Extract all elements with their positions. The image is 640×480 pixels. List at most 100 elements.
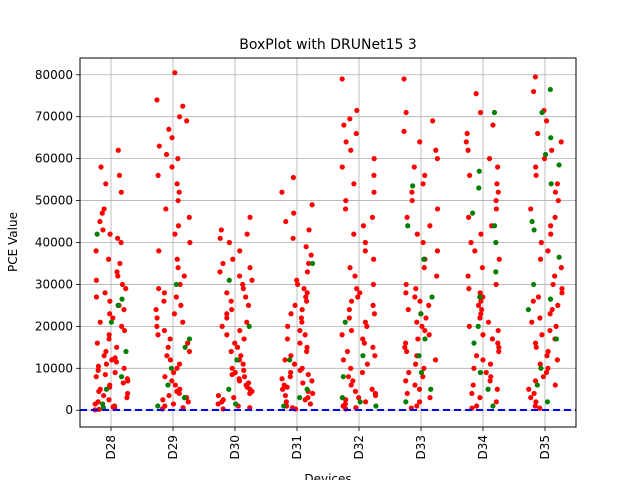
data-point: [162, 374, 168, 380]
data-point: [348, 365, 354, 371]
data-point: [285, 323, 291, 329]
data-point: [107, 311, 113, 317]
data-point: [305, 371, 311, 378]
data-point: [229, 365, 235, 371]
data-point: [555, 302, 561, 308]
data-point: [464, 130, 470, 137]
data-point: [412, 294, 418, 300]
data-point: [479, 306, 485, 313]
data-point: [539, 332, 545, 338]
data-point: [352, 388, 359, 394]
data-point: [303, 244, 309, 250]
data-point: [175, 265, 181, 271]
data-point: [115, 147, 121, 153]
data-point: [351, 231, 357, 237]
data-point: [434, 248, 441, 254]
data-point: [404, 390, 410, 397]
data-point: [246, 323, 252, 329]
data-point: [477, 369, 483, 376]
data-point: [233, 401, 239, 407]
data-point: [93, 277, 99, 283]
data-point: [470, 382, 476, 388]
data-point: [550, 281, 556, 288]
data-point: [427, 223, 433, 229]
data-point: [359, 369, 366, 376]
data-point: [165, 344, 171, 350]
data-point: [491, 223, 498, 229]
data-point: [218, 227, 224, 233]
data-point: [362, 239, 368, 246]
data-point: [475, 323, 481, 329]
data-point: [98, 164, 104, 170]
data-point: [241, 367, 247, 373]
data-point: [287, 374, 293, 380]
data-point: [552, 214, 558, 220]
data-point: [97, 218, 103, 225]
data-point: [473, 353, 480, 359]
data-point: [476, 185, 482, 191]
data-point: [403, 378, 409, 384]
data-point: [99, 210, 105, 216]
data-point: [121, 306, 127, 313]
data-point: [478, 231, 484, 237]
data-point: [106, 332, 112, 338]
data-point: [405, 306, 411, 313]
data-point: [308, 252, 314, 258]
data-point: [304, 344, 310, 350]
data-point: [552, 189, 559, 195]
data-point: [486, 156, 493, 162]
data-point: [426, 302, 432, 308]
data-point: [554, 181, 561, 187]
data-point: [101, 353, 107, 359]
data-point: [472, 248, 478, 254]
data-point: [119, 281, 126, 288]
data-point: [170, 401, 177, 407]
data-point: [109, 357, 115, 363]
data-point: [535, 130, 541, 137]
data-point: [174, 256, 180, 262]
data-point: [404, 214, 410, 220]
data-point: [124, 395, 130, 401]
data-point: [539, 109, 545, 116]
data-point: [534, 382, 540, 388]
data-point: [490, 403, 496, 409]
data-point: [290, 235, 296, 241]
data-point: [156, 248, 162, 254]
data-point: [303, 298, 310, 304]
x-axis-title: Devices: [304, 472, 351, 480]
data-point: [290, 174, 296, 181]
data-point: [245, 302, 252, 308]
data-point: [535, 294, 542, 300]
data-point: [280, 386, 286, 392]
data-point: [357, 399, 363, 405]
data-point: [309, 378, 315, 384]
x-tick-label: D29: [166, 435, 180, 460]
data-point: [473, 91, 479, 97]
data-point: [307, 401, 314, 407]
data-point: [420, 181, 426, 187]
data-point: [288, 311, 294, 317]
data-point: [166, 126, 172, 132]
data-point: [237, 248, 243, 254]
data-point: [409, 197, 415, 204]
data-point: [530, 298, 536, 304]
data-point: [174, 365, 180, 371]
data-point: [302, 397, 308, 403]
data-point: [493, 206, 499, 212]
data-point: [429, 294, 435, 300]
data-point: [548, 181, 554, 187]
data-point: [186, 214, 192, 220]
data-point: [471, 365, 477, 371]
data-point: [291, 210, 297, 216]
data-point: [339, 76, 345, 82]
data-point: [421, 265, 427, 271]
data-point: [304, 386, 310, 392]
data-point: [347, 116, 353, 122]
x-tick-label: D33: [414, 435, 428, 460]
y-axis: 0 10000 20000 30000 40000 50000 60000 70000 8000…: [35, 68, 80, 417]
data-point: [403, 290, 409, 296]
data-point: [432, 357, 439, 363]
data-point: [156, 286, 162, 292]
data-point: [370, 256, 377, 262]
data-point: [181, 273, 187, 279]
